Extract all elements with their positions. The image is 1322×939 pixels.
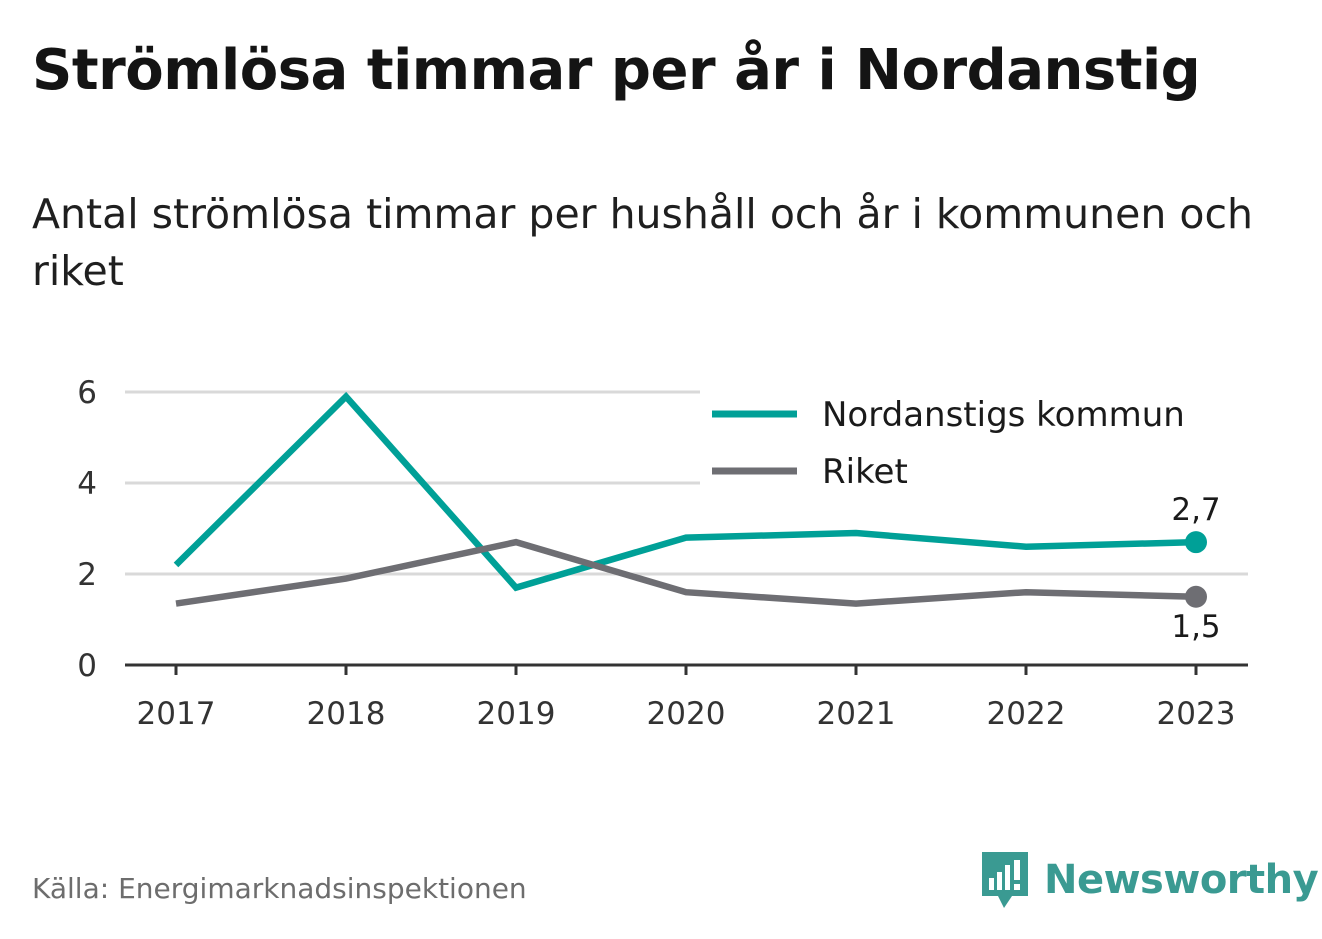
legend-label-1: Nordanstigs kommun [822,395,1185,435]
x-tick-label: 2022 [987,696,1066,732]
series-end-point-1 [1185,531,1207,554]
y-tick-label: 6 [77,375,97,411]
series-line-2 [175,538,1197,607]
end-labels: 2,7 1,5 [1171,492,1220,645]
newsworthy-logo-icon [982,852,1028,908]
x-tick-label: 2019 [477,696,556,732]
source-note: Källa: Energimarknadsinspektionen [32,872,527,905]
series-lines [173,391,1207,608]
x-tick-label: 2018 [307,696,386,732]
series-line-1 [173,391,1197,592]
page-title: Strömlösa timmar per år i Nordanstig [32,38,1201,103]
newsworthy-brand[interactable]: Newsworthy [980,848,1319,912]
end-value-label-2: 1,5 [1171,609,1220,645]
x-tick-label: 2017 [137,696,216,732]
brand-name: Newsworthy [1044,857,1319,903]
y-tick-label: 2 [77,557,97,593]
legend-label-2: Riket [822,452,908,492]
chart-subtitle: Antal strömlösa timmar per hushåll och å… [32,190,1253,295]
end-value-label-1: 2,7 [1171,492,1220,528]
axes: 0 2 4 6 2017 2018 2019 2020 2021 2022 2023 [77,375,1248,732]
x-tick-label: 2023 [1157,696,1236,732]
x-tick-label: 2020 [647,696,726,732]
y-tick-label: 0 [77,648,97,684]
legend: Nordanstigs kommun Riket [712,395,1185,492]
x-tick-label: 2021 [817,696,896,732]
series-end-point-2 [1185,585,1207,608]
y-tick-label: 4 [77,466,97,502]
